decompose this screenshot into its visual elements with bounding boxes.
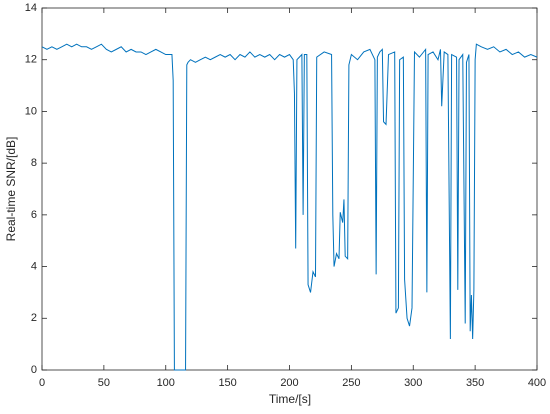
x-axis-label: Time/[s] xyxy=(269,392,311,406)
plot-area xyxy=(41,7,538,371)
x-tick-label: 150 xyxy=(218,377,236,389)
y-tick-label: 6 xyxy=(31,209,37,221)
y-tick-label: 12 xyxy=(25,54,37,66)
y-tick-label: 8 xyxy=(31,157,37,169)
data-line xyxy=(41,43,538,371)
y-tick-label: 10 xyxy=(25,105,37,117)
y-tick-label: 14 xyxy=(25,2,37,14)
y-tick-label: 2 xyxy=(31,312,37,324)
y-tick-label: 4 xyxy=(31,260,37,272)
x-tick-label: 100 xyxy=(157,377,175,389)
x-tick-label: 350 xyxy=(466,377,484,389)
y-tick-label: 0 xyxy=(31,364,37,376)
x-tick-label: 300 xyxy=(404,377,422,389)
x-tick-label: 0 xyxy=(39,377,45,389)
y-axis-label: Real-time SNR/[dB] xyxy=(4,137,18,242)
x-tick-label: 50 xyxy=(98,377,110,389)
x-tick-label: 250 xyxy=(342,377,360,389)
x-tick-label: 200 xyxy=(280,377,298,389)
x-tick-label: 400 xyxy=(528,377,546,389)
